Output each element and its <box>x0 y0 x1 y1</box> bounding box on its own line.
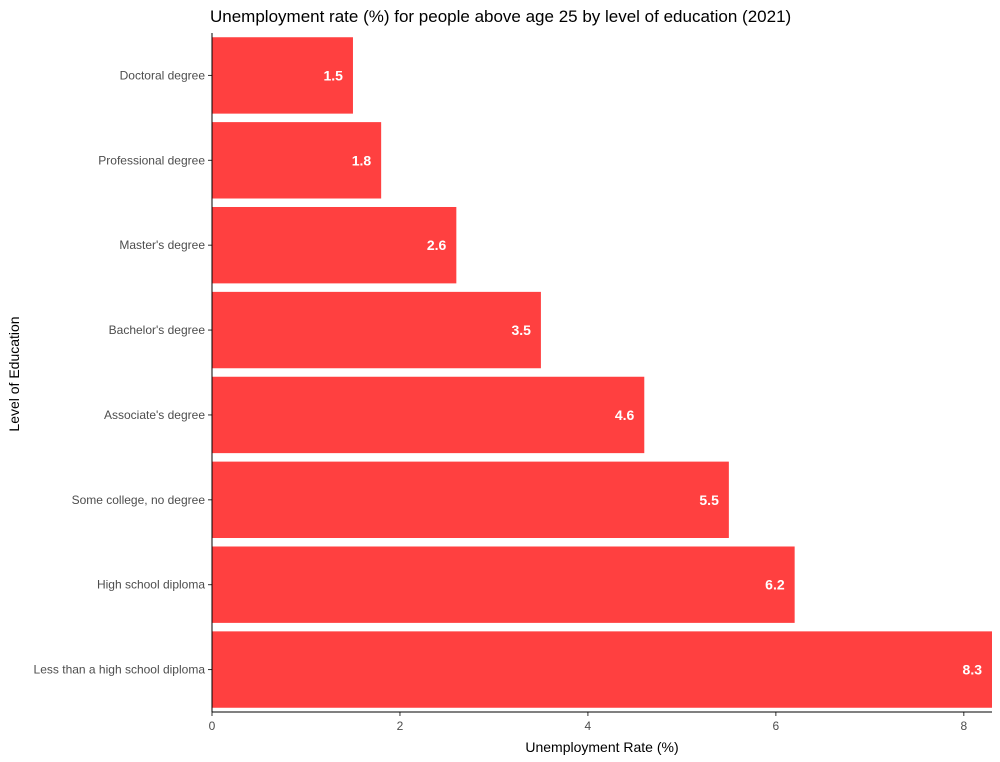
bar-value-label: 8.3 <box>963 662 983 678</box>
x-tick-label: 8 <box>960 719 967 733</box>
y-tick-label: Bachelor's degree <box>109 323 206 337</box>
y-tick-label: Master's degree <box>119 238 205 252</box>
x-tick-label: 4 <box>585 719 592 733</box>
y-tick-label: Professional degree <box>98 153 205 167</box>
bar <box>212 37 353 114</box>
bar <box>212 122 382 199</box>
bar <box>212 461 729 539</box>
y-tick-label: Doctoral degree <box>120 68 206 82</box>
bar <box>212 546 795 623</box>
x-tick-label: 2 <box>397 719 404 733</box>
x-axis-ticks: 0 2 4 6 8 <box>209 712 967 733</box>
y-tick-label: Some college, no degree <box>72 493 206 507</box>
bars-group: 1.5 1.8 2.6 3.5 4.6 5.5 6.2 8.3 <box>212 37 992 708</box>
bar-value-label: 2.6 <box>427 237 447 253</box>
y-tick-label: High school diploma <box>97 578 205 592</box>
chart-title: Unemployment rate (%) for people above a… <box>210 7 791 26</box>
bar <box>212 206 457 284</box>
bar-value-label: 1.5 <box>323 67 343 83</box>
bar <box>212 291 541 369</box>
bar-value-label: 3.5 <box>511 322 531 338</box>
bar-value-label: 6.2 <box>765 577 785 593</box>
y-axis-ticks: Doctoral degree Professional degree Master… <box>34 68 212 677</box>
x-tick-label: 6 <box>773 719 780 733</box>
x-axis-title: Unemployment Rate (%) <box>525 739 678 755</box>
bar <box>212 376 645 454</box>
y-tick-label: Less than a high school diploma <box>34 663 206 677</box>
y-axis-title: Level of Education <box>6 316 22 431</box>
bar-value-label: 4.6 <box>615 407 635 423</box>
bar-value-label: 5.5 <box>699 492 719 508</box>
x-tick-label: 0 <box>209 719 216 733</box>
bar-value-label: 1.8 <box>352 152 372 168</box>
y-tick-label: Associate's degree <box>104 408 205 422</box>
bar <box>212 631 992 708</box>
